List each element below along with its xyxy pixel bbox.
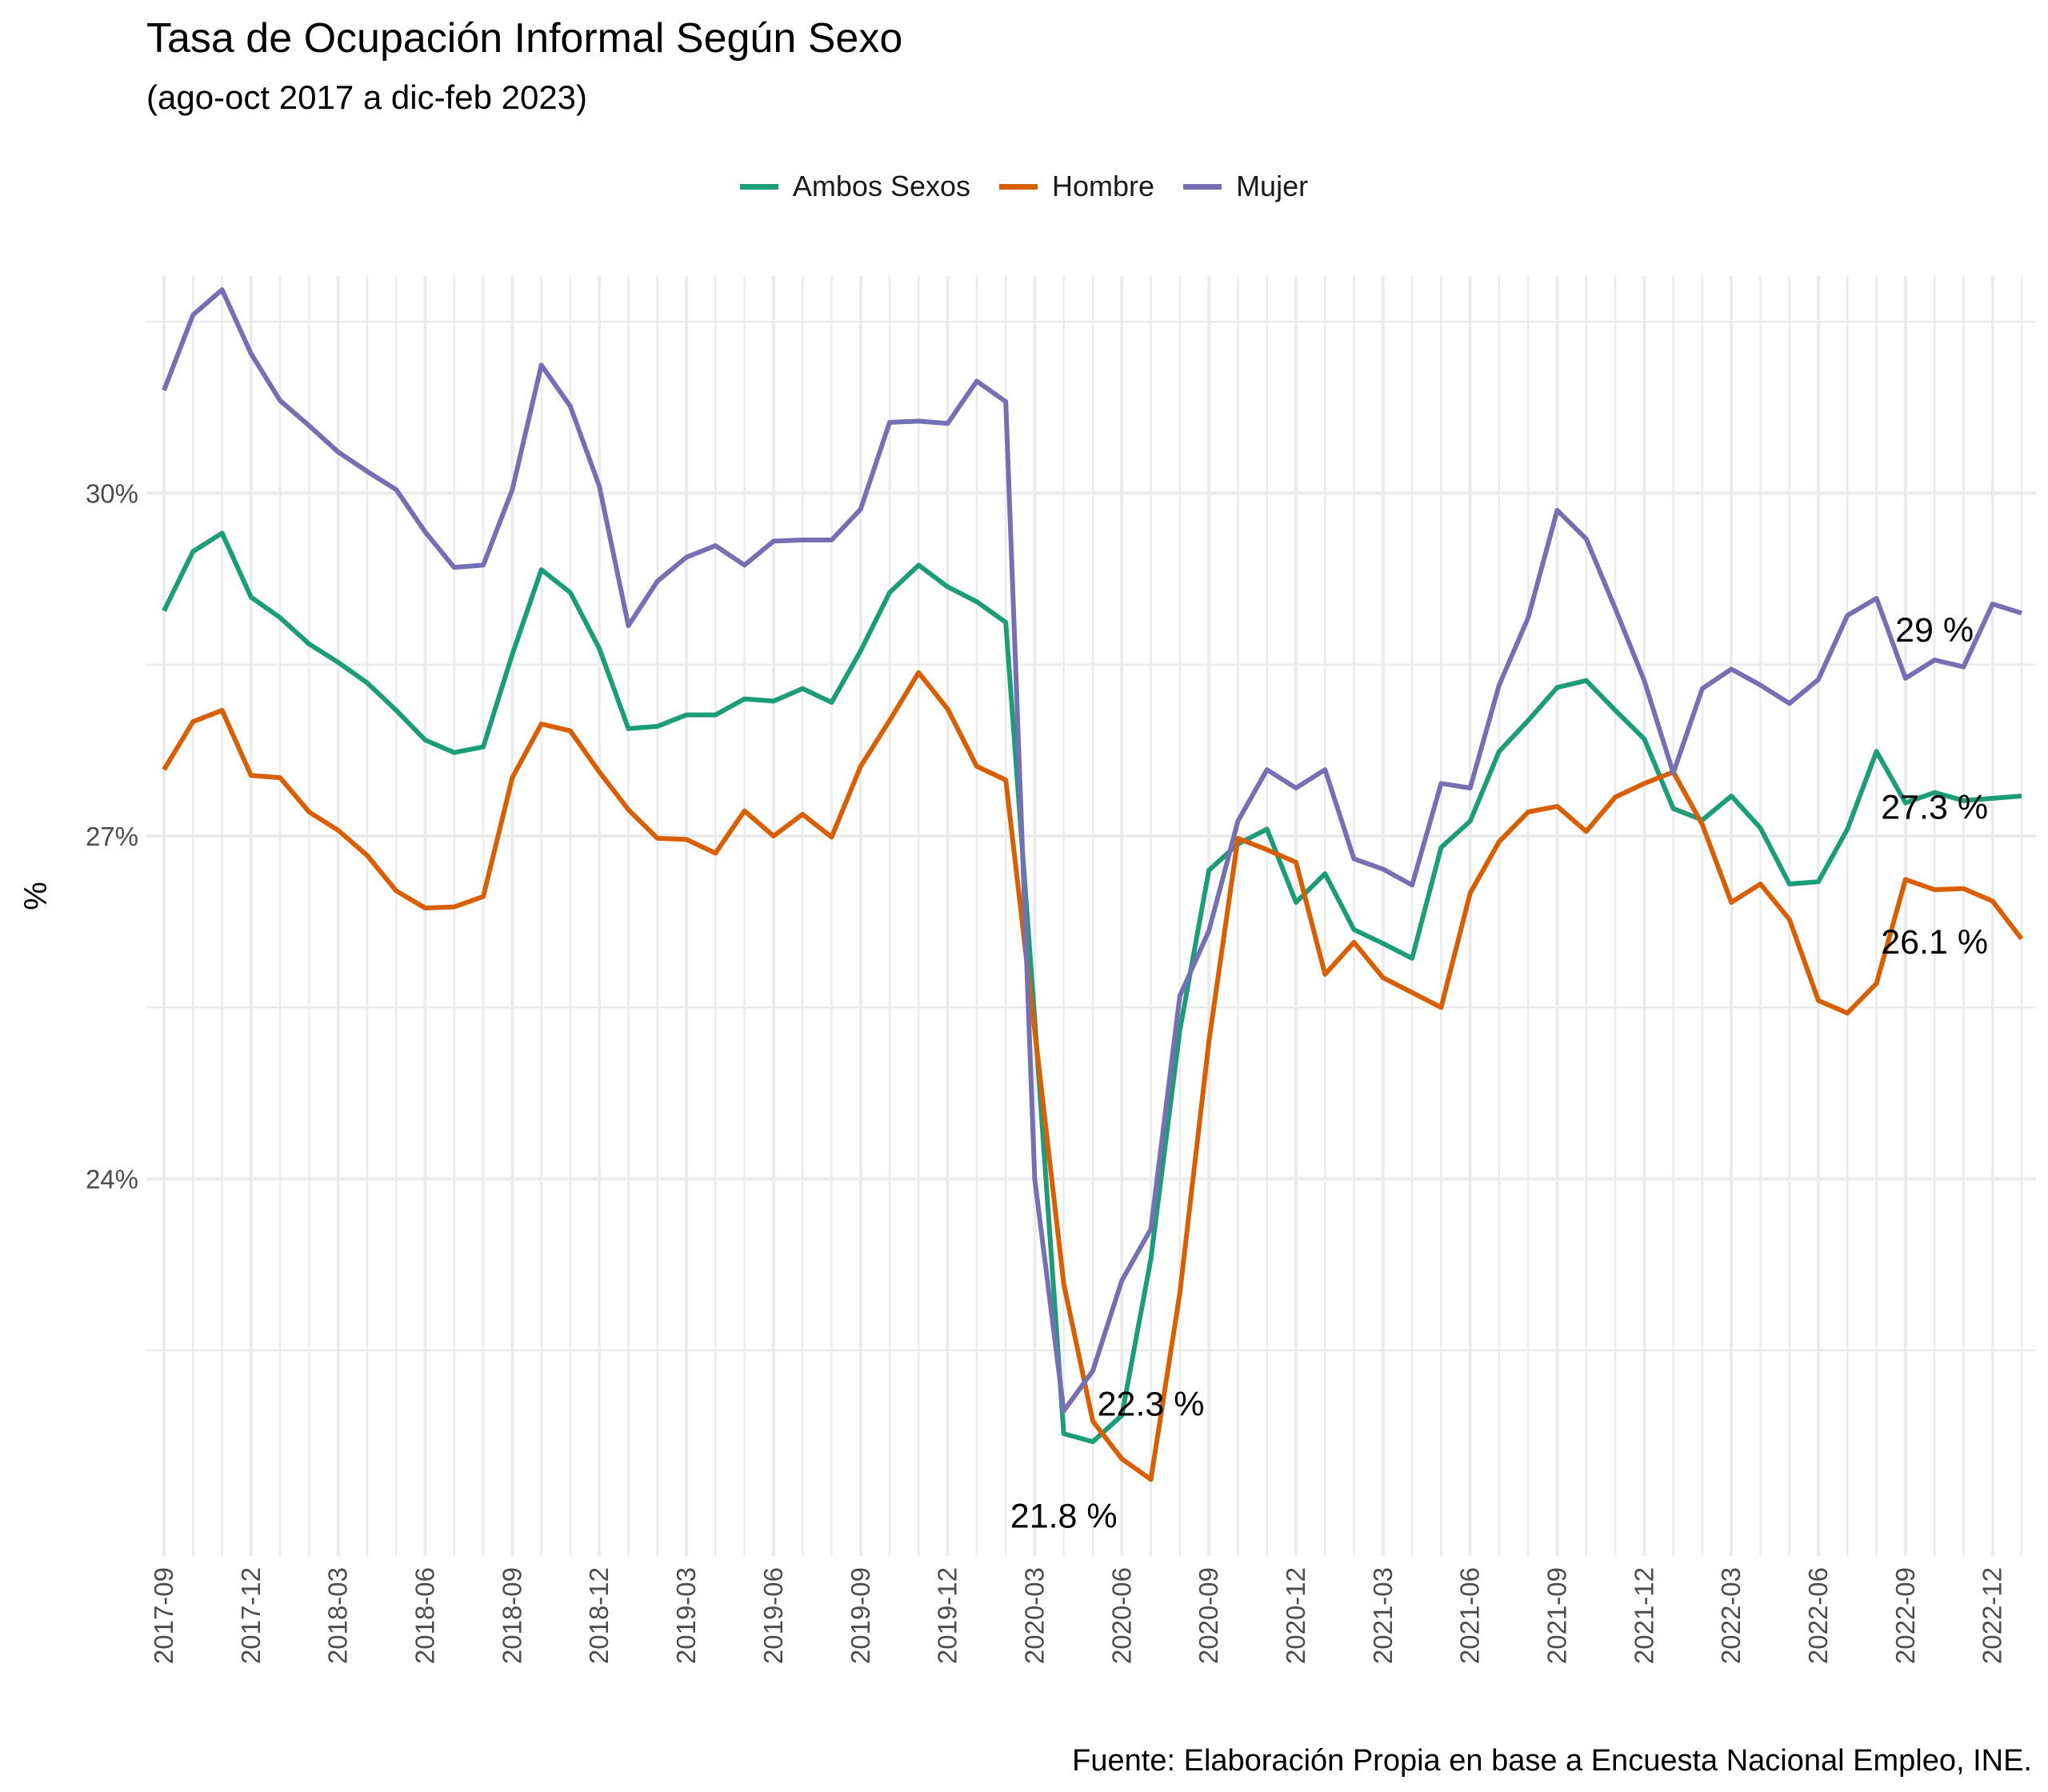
x-tick-label: 2020-09 — [1194, 1567, 1223, 1664]
x-tick-label: 2019-12 — [933, 1567, 962, 1664]
x-axis-ticks: 2017-09 2017-12 2018-03 2018-06 2018-09 2018-… — [149, 1567, 2007, 1664]
legend-item-ambos: Ambos Sexos — [739, 170, 971, 203]
legend-swatch-ambos — [739, 183, 778, 190]
x-tick-label: 2017-12 — [236, 1567, 266, 1664]
x-tick-label: 2021-09 — [1542, 1567, 1572, 1664]
x-tick-label: 2020-03 — [1019, 1567, 1049, 1664]
x-tick-label: 2019-06 — [758, 1567, 788, 1664]
x-tick-label: 2017-09 — [149, 1567, 178, 1664]
x-tick-label: 2020-12 — [1281, 1567, 1310, 1664]
legend-label-hombre: Hombre — [1052, 170, 1155, 202]
series-line-mujer — [162, 287, 2022, 1414]
legend: Ambos Sexos Hombre Mujer — [0, 170, 2048, 203]
value-annotation: 29 % — [1895, 611, 1974, 650]
x-tick-label: 2018-09 — [497, 1567, 526, 1664]
series-line-ambos-sexos — [162, 530, 2022, 1445]
chart-subtitle: (ago-oct 2017 a dic-feb 2023) — [146, 78, 588, 116]
value-annotation: 26.1 % — [1881, 923, 1988, 962]
y-axis-ticks: 24% 27% 30% — [86, 478, 138, 1194]
series-line-hombre — [162, 670, 2024, 1482]
x-tick-label: 2021-12 — [1629, 1567, 1658, 1664]
legend-label-ambos: Ambos Sexos — [792, 170, 971, 202]
x-tick-label: 2022-12 — [1978, 1567, 2007, 1664]
x-tick-label: 2022-09 — [1890, 1567, 1920, 1664]
chart-caption: Fuente: Elaboración Propia en base a Enc… — [1072, 1744, 2032, 1778]
legend-swatch-hombre — [999, 183, 1038, 190]
legend-item-mujer: Mujer — [1183, 170, 1308, 203]
x-tick-label: 2018-03 — [323, 1567, 353, 1664]
value-annotation: 21.8 % — [1010, 1497, 1118, 1535]
series-lines — [162, 287, 2024, 1482]
x-tick-label: 2021-03 — [1368, 1567, 1398, 1664]
legend-label-mujer: Mujer — [1236, 170, 1309, 202]
chart-title: Tasa de Ocupación Informal Según Sexo — [146, 15, 903, 62]
x-tick-label: 2022-03 — [1716, 1567, 1746, 1664]
y-axis-label: % — [18, 882, 54, 910]
legend-item-hombre: Hombre — [999, 170, 1154, 203]
x-tick-label: 2019-09 — [846, 1567, 875, 1664]
value-annotation: 22.3 % — [1098, 1385, 1205, 1423]
y-tick-label: 24% — [86, 1165, 138, 1194]
annotations: 29 % 27.3 % 26.1 % 22.3 % 21.8 % — [1010, 611, 1988, 1535]
x-tick-label: 2022-06 — [1803, 1567, 1833, 1664]
x-tick-label: 2018-06 — [410, 1567, 440, 1664]
x-tick-label: 2020-06 — [1106, 1567, 1136, 1664]
grid — [146, 276, 2036, 1556]
y-tick-label: 30% — [86, 478, 138, 508]
x-tick-label: 2019-03 — [671, 1567, 701, 1664]
value-annotation: 27.3 % — [1881, 789, 1988, 827]
x-tick-label: 2018-12 — [584, 1567, 614, 1664]
legend-swatch-mujer — [1183, 183, 1222, 190]
x-tick-label: 2021-06 — [1455, 1567, 1485, 1664]
y-tick-label: 27% — [86, 822, 138, 851]
